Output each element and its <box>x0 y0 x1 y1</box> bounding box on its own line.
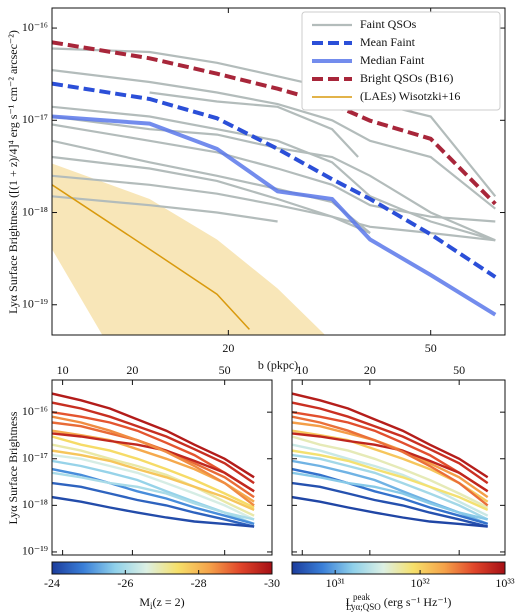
x-tick-label: 20 <box>364 363 376 377</box>
legend-label: Bright QSOs (B16) <box>360 71 453 85</box>
x-tick-label: 10 <box>57 363 69 377</box>
profile-line <box>52 481 255 528</box>
x-tick-label: 20 <box>222 341 234 355</box>
label-part: (z = 2) <box>153 595 185 609</box>
faint-qso-line <box>52 174 371 235</box>
lae-band <box>52 163 326 335</box>
label-part: peak <box>353 592 370 602</box>
profile-line <box>52 467 255 526</box>
colorbar-tick-label: -30 <box>264 576 280 590</box>
colorbar-tick-label: 10³¹ <box>326 576 346 590</box>
label-part: i <box>150 601 153 611</box>
y-tick-label: 10⁻¹⁶ <box>22 404 48 418</box>
series-line <box>52 81 497 279</box>
faint-qso-line <box>149 91 359 158</box>
legend-box <box>301 11 501 111</box>
colorbar-tick-label: -26 <box>117 576 133 590</box>
x-axis-label: b (pkpc) <box>258 358 298 372</box>
label-part: M <box>139 595 150 609</box>
profile-line <box>52 449 255 512</box>
legend-label: Faint QSOs <box>360 17 417 31</box>
profile-line <box>52 435 255 509</box>
x-tick-label: 50 <box>425 341 437 355</box>
label-part: L <box>346 595 353 609</box>
label-part: Lyα;QSO <box>346 602 381 612</box>
x-tick-label: 50 <box>453 363 465 377</box>
plot-frame <box>51 7 506 336</box>
legend-label: (LAEs) Wisotzki+16 <box>360 89 460 103</box>
profile-line <box>52 432 255 493</box>
profile-line <box>292 435 489 509</box>
faint-qso-line <box>52 155 496 242</box>
profile-line <box>292 495 488 528</box>
y-tick-label: 10⁻¹⁷ <box>22 112 48 126</box>
profile-line <box>52 392 255 479</box>
y-tick-label: 10⁻¹⁹ <box>22 297 48 311</box>
series-line <box>52 114 497 317</box>
profile-line <box>292 453 489 521</box>
profile-line <box>292 449 489 511</box>
y-axis-label: Lyα Surface Brightness <box>6 411 20 524</box>
profile-line <box>292 443 489 517</box>
profile-line <box>52 471 255 521</box>
faint-qso-line <box>52 195 278 223</box>
profile-line <box>52 415 255 507</box>
profile-line <box>52 453 255 521</box>
y-tick-label: 10⁻¹⁶ <box>22 20 48 34</box>
profile-line <box>292 432 489 493</box>
plot-frame <box>291 379 506 556</box>
profile-line <box>52 401 255 485</box>
colorbar-tick-label: 10³³ <box>495 576 515 590</box>
profile-line <box>292 415 489 507</box>
profile-line <box>292 401 489 485</box>
colorbar-tick-label: -24 <box>44 576 60 590</box>
profile-line <box>52 495 255 528</box>
legend-label: Median Faint <box>360 53 425 67</box>
profile-line <box>292 392 489 479</box>
legend-label: Mean Faint <box>360 35 416 49</box>
label-part: (erg s⁻¹ Hz⁻¹) <box>381 595 452 609</box>
y-tick-label: 10⁻¹⁸ <box>22 497 48 511</box>
y-tick-label: 10⁻¹⁹ <box>22 544 48 558</box>
colorbar-label: Lpeak Lyα;QSO (erg s⁻¹ Hz⁻¹) <box>346 592 452 612</box>
profile-line <box>292 471 488 521</box>
series-line <box>52 184 250 330</box>
colorbar-tick-label: 10³² <box>410 576 430 590</box>
colorbar-label: Mi(z = 2) <box>139 595 184 611</box>
y-axis-label: Lyα Surface Brightness ([(1 + z)/4]⁴ erg… <box>6 30 20 314</box>
profile-line <box>52 443 255 517</box>
faint-qso-line <box>52 69 496 210</box>
y-tick-label: 10⁻¹⁷ <box>22 451 48 465</box>
x-tick-label: 20 <box>126 363 138 377</box>
colorbar <box>291 561 506 575</box>
profile-line <box>292 467 489 526</box>
plot-frame <box>51 379 273 556</box>
colorbar <box>51 561 273 575</box>
faint-qso-line <box>52 123 496 223</box>
colorbar-tick-label: -28 <box>191 576 207 590</box>
profile-line <box>292 481 488 528</box>
x-tick-label: 50 <box>219 363 231 377</box>
faint-qso-line <box>52 115 496 242</box>
y-tick-label: 10⁻¹⁸ <box>22 204 48 218</box>
x-tick-label: 10 <box>296 363 308 377</box>
